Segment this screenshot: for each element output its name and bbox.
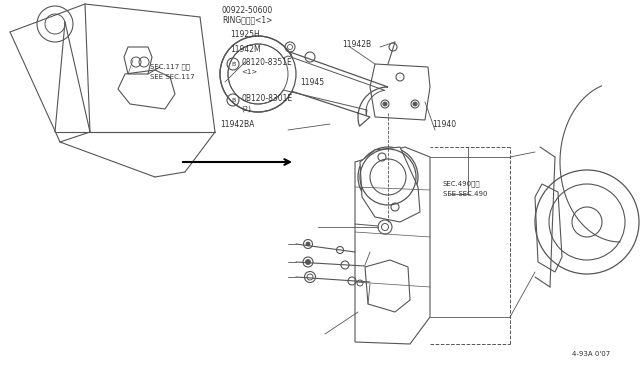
Text: 11942B: 11942B [342, 39, 371, 48]
Text: 11942BA: 11942BA [220, 119, 254, 128]
Text: 11940: 11940 [432, 119, 456, 128]
Text: 4-93A 0'07: 4-93A 0'07 [572, 351, 611, 357]
Circle shape [306, 242, 310, 246]
Text: RINGリング<1>: RINGリング<1> [222, 16, 273, 25]
Text: 08120-8351E: 08120-8351E [241, 58, 292, 67]
Text: B: B [231, 61, 235, 67]
Circle shape [413, 102, 417, 106]
Text: SEC.117 参照: SEC.117 参照 [150, 64, 190, 70]
Text: B: B [231, 97, 235, 103]
Text: 11945: 11945 [300, 77, 324, 87]
Text: <1>: <1> [241, 69, 257, 75]
Circle shape [305, 260, 310, 264]
Text: 0B120-8301E: 0B120-8301E [241, 93, 292, 103]
Circle shape [383, 102, 387, 106]
Polygon shape [360, 147, 420, 222]
Text: SEC.490参照: SEC.490参照 [443, 181, 481, 187]
Text: SEE SEC.117: SEE SEC.117 [150, 74, 195, 80]
Text: SEE SEC.490: SEE SEC.490 [443, 191, 488, 197]
Text: 11942M: 11942M [230, 45, 260, 54]
Text: 11925H: 11925H [230, 29, 260, 38]
Text: (2): (2) [241, 106, 251, 112]
Text: 00922-50600: 00922-50600 [222, 6, 273, 15]
